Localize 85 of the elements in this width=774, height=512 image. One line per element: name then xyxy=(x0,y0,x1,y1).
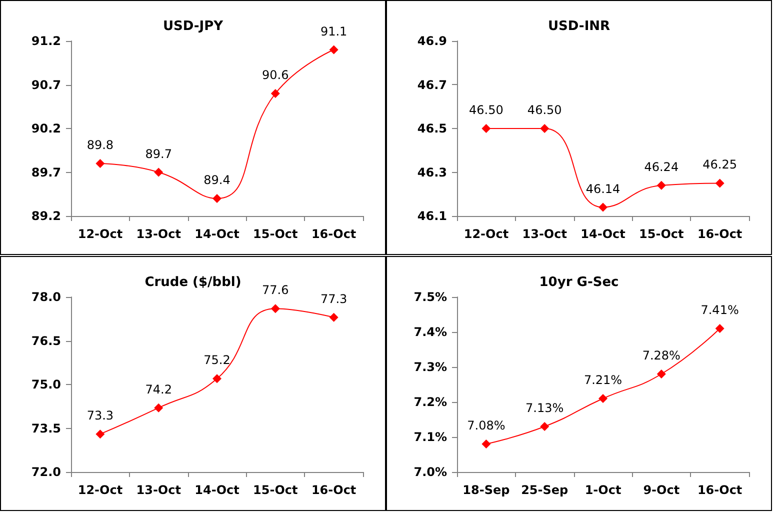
data-label: 46.50 xyxy=(469,103,504,117)
data-label: 77.6 xyxy=(262,283,289,298)
x-tick-label: 1-Oct xyxy=(584,483,622,497)
y-tick-label: 91.2 xyxy=(31,34,61,48)
x-tick-label: 16-Oct xyxy=(311,483,356,497)
x-tick-label: 18-Sep xyxy=(462,483,510,497)
x-tick-label: 13-Oct xyxy=(522,227,568,241)
data-label: 46.25 xyxy=(702,158,737,172)
y-tick-label: 7.4% xyxy=(414,325,447,339)
data-label: 89.4 xyxy=(204,173,230,187)
point xyxy=(715,324,724,333)
point xyxy=(656,180,666,190)
x-tick-label: 12-Oct xyxy=(78,483,123,497)
data-label: 89.7 xyxy=(145,146,172,161)
point xyxy=(656,370,666,378)
point xyxy=(598,394,608,403)
data-label: 7.41% xyxy=(700,303,739,317)
y-tick-label: 46.7 xyxy=(417,78,447,92)
data-label: 46.24 xyxy=(644,160,679,174)
point xyxy=(270,89,280,98)
chart-title: USD-JPY xyxy=(162,19,224,34)
point xyxy=(270,304,280,314)
y-tick-label: 7.0% xyxy=(414,465,447,479)
data-label: 46.14 xyxy=(586,182,620,196)
data-label: 89.8 xyxy=(86,138,114,152)
chart-title: 10yr G-Sec xyxy=(539,275,619,290)
x-tick-label: 12-Oct xyxy=(78,227,123,241)
y-tick-label: 46.3 xyxy=(417,165,447,180)
x-tick-label: 9-Oct xyxy=(643,483,680,497)
y-tick-label: 7.5% xyxy=(414,290,447,304)
y-tick-label: 75.0 xyxy=(31,378,61,392)
chart-title: USD-INR xyxy=(548,19,610,34)
x-tick-label: 12-Oct xyxy=(464,227,509,241)
point xyxy=(540,124,550,133)
y-tick-label: 72.0 xyxy=(31,465,61,479)
x-tick-label: 16-Oct xyxy=(697,483,742,497)
data-label: 7.21% xyxy=(584,373,622,387)
point xyxy=(329,45,338,54)
x-tick-label: 14-Oct xyxy=(580,227,626,241)
point xyxy=(96,430,105,439)
x-tick-label: 14-Oct xyxy=(194,483,240,497)
data-label: 74.2 xyxy=(145,382,172,396)
x-tick-label: 15-Oct xyxy=(639,227,684,241)
y-tick-label: 89.2 xyxy=(31,209,61,223)
point xyxy=(329,312,338,322)
point xyxy=(96,159,105,168)
y-tick-label: 90.7 xyxy=(31,78,61,92)
point xyxy=(212,374,222,384)
y-tick-label: 78.0 xyxy=(31,290,61,304)
y-tick-label: 76.5 xyxy=(31,334,61,348)
y-tick-label: 46.1 xyxy=(417,209,447,223)
x-tick-label: 25-Sep xyxy=(521,483,569,497)
y-tick-label: 90.2 xyxy=(31,122,61,136)
data-label: 46.50 xyxy=(527,103,562,117)
y-tick-label: 46.9 xyxy=(417,34,447,48)
data-label: 90.6 xyxy=(262,68,289,82)
point xyxy=(212,194,222,203)
y-tick-label: 46.5 xyxy=(417,122,447,136)
data-label: 7.08% xyxy=(467,418,506,432)
x-tick-label: 15-Oct xyxy=(253,483,298,497)
data-label: 7.28% xyxy=(642,348,680,362)
data-label: 91.1 xyxy=(320,24,348,38)
y-tick-label: 7.1% xyxy=(414,430,447,444)
x-tick-label: 16-Oct xyxy=(311,227,356,241)
y-tick-label: 73.5 xyxy=(31,421,61,436)
x-tick-label: 14-Oct xyxy=(194,227,240,241)
x-tick-label: 13-Oct xyxy=(136,483,182,497)
point xyxy=(154,403,164,412)
y-tick-label: 7.2% xyxy=(414,395,447,409)
x-tick-label: 15-Oct xyxy=(253,227,298,241)
y-tick-label: 7.3% xyxy=(414,360,447,374)
x-tick-label: 16-Oct xyxy=(697,227,742,241)
point xyxy=(482,440,491,448)
point xyxy=(715,178,724,188)
point xyxy=(154,168,164,177)
data-label: 7.13% xyxy=(526,401,564,415)
data-label: 75.2 xyxy=(204,353,230,368)
x-tick-label: 13-Oct xyxy=(136,227,182,241)
point xyxy=(482,124,491,133)
data-label: 73.3 xyxy=(86,408,114,423)
point xyxy=(598,202,608,212)
chart-title: Crude ($/bbl) xyxy=(144,275,242,290)
point xyxy=(540,422,550,431)
y-tick-label: 89.7 xyxy=(31,165,61,180)
data-label: 77.3 xyxy=(320,292,348,306)
